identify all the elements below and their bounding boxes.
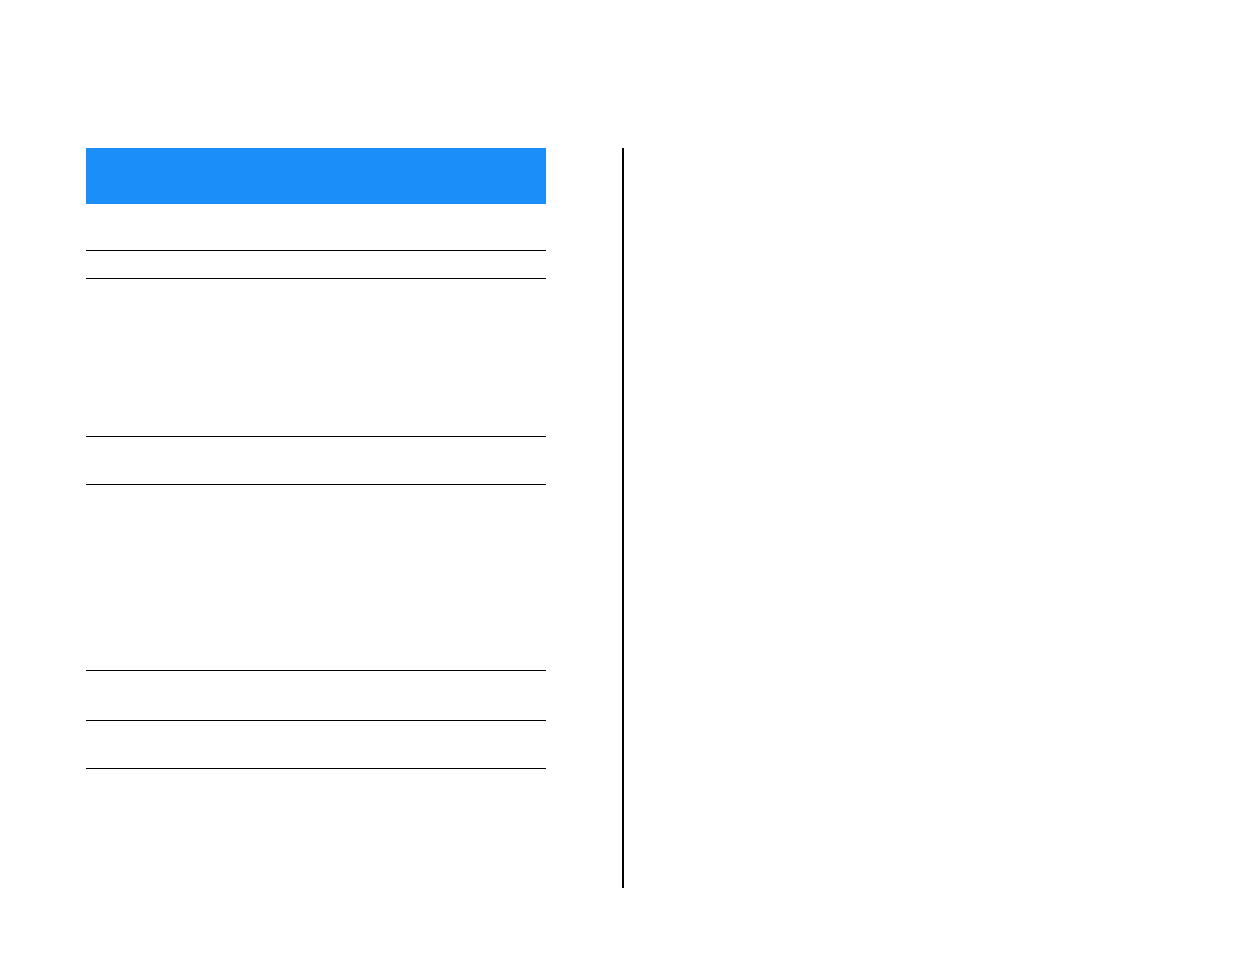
horizontal-rule (86, 768, 546, 769)
column-divider (622, 148, 624, 888)
horizontal-rule (86, 720, 546, 721)
horizontal-rule (86, 670, 546, 671)
horizontal-rule (86, 436, 546, 437)
header-bar (86, 148, 546, 204)
horizontal-rule (86, 250, 546, 251)
horizontal-rule (86, 484, 546, 485)
page-container (86, 148, 1146, 888)
horizontal-rule (86, 278, 546, 279)
left-column (86, 148, 546, 888)
